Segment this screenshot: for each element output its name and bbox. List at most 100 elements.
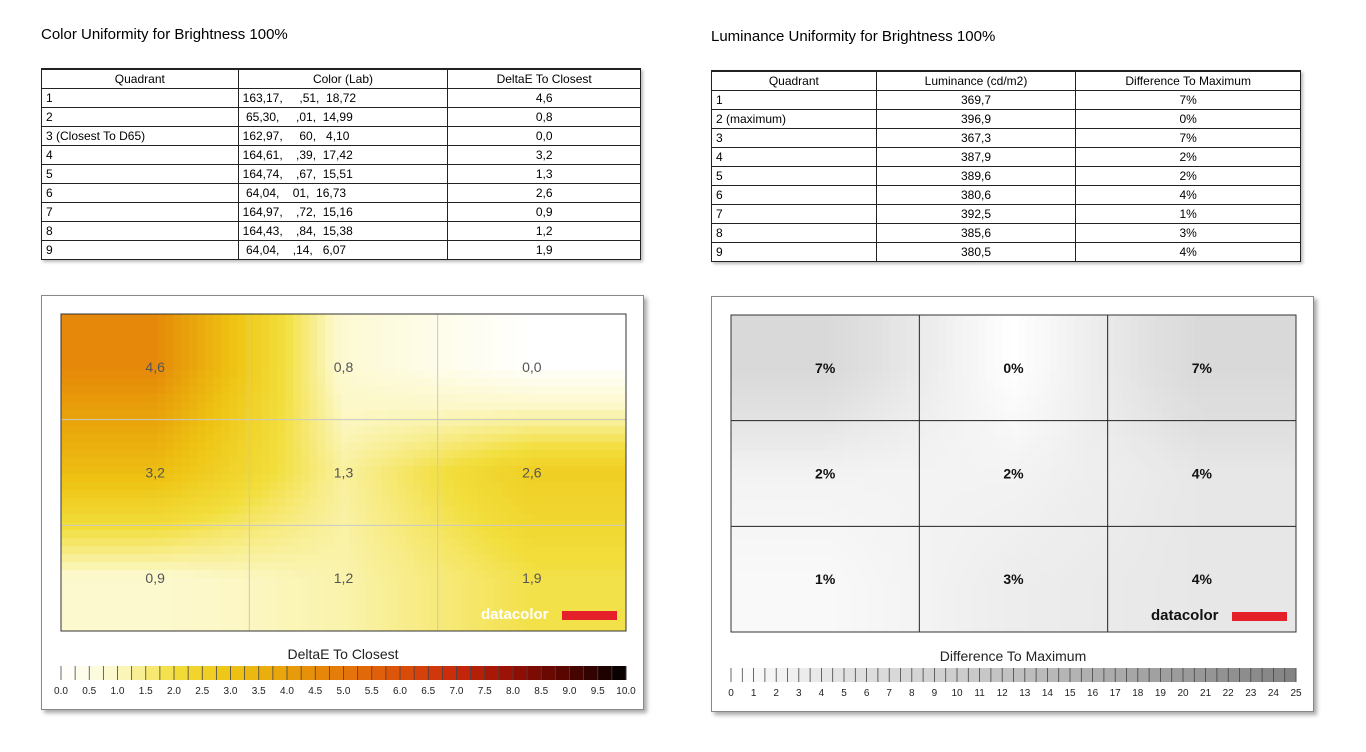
- heatmap-fill: [1291, 475, 1297, 484]
- heatmap-fill: [253, 394, 262, 403]
- heatmap-fill: [85, 506, 94, 515]
- heatmap-fill: [285, 338, 294, 347]
- heatmap-fill: [1027, 523, 1036, 532]
- heatmap-fill: [405, 514, 414, 523]
- heatmap-fill: [779, 315, 788, 324]
- heatmap-fill: [867, 411, 876, 420]
- heatmap-fill: [309, 314, 318, 323]
- heatmap-fill: [205, 610, 214, 619]
- heatmap-fill: [891, 483, 900, 492]
- heatmap-fill: [189, 410, 198, 419]
- heatmap-fill: [237, 378, 246, 387]
- heatmap-fill: [549, 354, 558, 363]
- heatmap-fill: [979, 427, 988, 436]
- heatmap-fill: [1059, 523, 1068, 532]
- heatmap-fill: [907, 523, 916, 532]
- heatmap-fill: [469, 594, 478, 603]
- heatmap-fill: [875, 459, 884, 468]
- heatmap-fill: [429, 378, 438, 387]
- heatmap-fill: [883, 379, 892, 388]
- heatmap-fill: [891, 403, 900, 412]
- heatmap-fill: [445, 546, 454, 555]
- heatmap-fill: [221, 386, 230, 395]
- heatmap-fill: [389, 514, 398, 523]
- heatmap-fill: [1003, 355, 1012, 364]
- heatmap-fill: [493, 378, 502, 387]
- heatmap-fill: [349, 450, 358, 459]
- heatmap-fill: [205, 370, 214, 379]
- table-cell: 7%: [1075, 128, 1301, 148]
- heatmap-fill: [125, 466, 134, 475]
- heatmap-fill: [349, 314, 358, 323]
- heatmap-fill: [77, 434, 86, 443]
- heatmap-fill: [149, 450, 158, 459]
- heatmap-fill: [1019, 467, 1028, 476]
- heatmap-fill: [787, 451, 796, 460]
- heatmap-fill: [819, 355, 828, 364]
- heatmap-fill: [69, 458, 78, 467]
- heatmap-fill: [189, 418, 198, 427]
- heatmap-fill: [333, 458, 342, 467]
- heatmap-fill: [165, 482, 174, 491]
- heatmap-fill: [1035, 467, 1044, 476]
- heatmap-fill: [939, 491, 948, 500]
- heatmap-fill: [469, 602, 478, 611]
- heatmap-fill: [253, 370, 262, 379]
- heatmap-fill: [309, 322, 318, 331]
- heatmap-fill: [293, 466, 302, 475]
- heatmap-fill: [93, 482, 102, 491]
- heatmap-fill: [565, 586, 574, 595]
- heatmap-fill: [493, 458, 502, 467]
- heatmap-fill: [557, 378, 566, 387]
- heatmap-fill: [779, 363, 788, 372]
- heatmap-fill: [189, 506, 198, 515]
- heatmap-fill: [811, 475, 820, 484]
- heatmap-fill: [133, 594, 142, 603]
- heatmap-fill: [477, 602, 486, 611]
- heatmap-fill: [573, 314, 582, 323]
- heatmap-fill: [197, 474, 206, 483]
- heatmap-fill: [1235, 499, 1244, 508]
- heatmap-fill: [1275, 499, 1284, 508]
- heatmap-fill: [589, 362, 598, 371]
- heatmap-fill: [413, 410, 422, 419]
- heatmap-fill: [445, 434, 454, 443]
- heatmap-fill: [541, 450, 550, 459]
- heatmap-fill: [1115, 379, 1124, 388]
- heatmap-fill: [341, 602, 350, 611]
- heatmap-fill: [621, 410, 627, 419]
- heatmap-fill: [1107, 491, 1116, 500]
- heatmap-fill: [261, 610, 270, 619]
- heatmap-fill: [955, 475, 964, 484]
- heatmap-fill: [573, 346, 582, 355]
- heatmap-fill: [149, 458, 158, 467]
- heatmap-fill: [197, 554, 206, 563]
- heatmap-fill: [549, 386, 558, 395]
- heatmap-fill: [1259, 523, 1268, 532]
- heatmap-fill: [621, 346, 627, 355]
- heatmap-fill: [803, 499, 812, 508]
- heatmap-fill: [931, 363, 940, 372]
- heatmap-fill: [1283, 371, 1292, 380]
- heatmap-fill: [437, 554, 446, 563]
- heatmap-fill: [795, 467, 804, 476]
- heatmap-fill: [341, 346, 350, 355]
- heatmap-fill: [947, 315, 956, 324]
- heatmap-fill: [269, 602, 278, 611]
- heatmap-fill: [525, 562, 534, 571]
- heatmap-fill: [261, 378, 270, 387]
- heatmap-fill: [1155, 339, 1164, 348]
- heatmap-fill: [1179, 435, 1188, 444]
- heatmap-fill: [189, 314, 198, 323]
- heatmap-fill: [69, 346, 78, 355]
- heatmap-fill: [349, 618, 358, 627]
- heatmap-fill: [971, 435, 980, 444]
- heatmap-fill: [1075, 323, 1084, 332]
- heatmap-fill: [1107, 475, 1116, 484]
- heatmap-fill: [461, 330, 470, 339]
- heatmap-fill: [413, 394, 422, 403]
- heatmap-fill: [819, 475, 828, 484]
- heatmap-fill: [1155, 483, 1164, 492]
- heatmap-fill: [501, 530, 510, 539]
- heatmap-fill: [149, 338, 158, 347]
